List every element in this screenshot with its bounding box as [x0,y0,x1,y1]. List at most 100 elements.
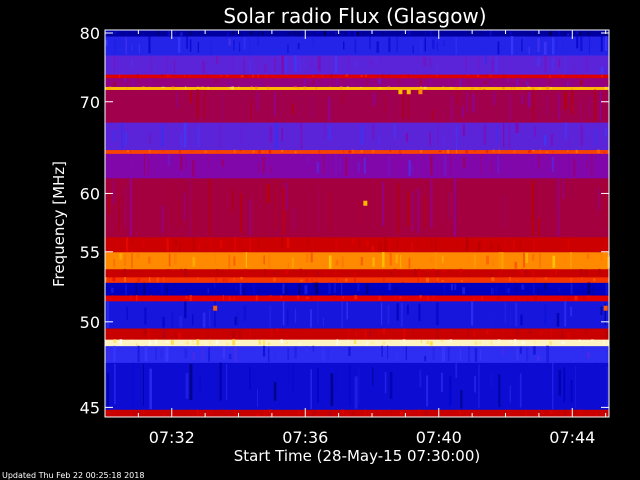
texture-streak [225,278,228,283]
texture-streak [442,86,444,90]
texture-streak [573,159,576,178]
texture-streak [274,352,276,360]
texture-streak [221,87,224,89]
texture-streak [161,86,165,88]
texture-streak [177,91,179,109]
texture-streak [287,309,289,325]
texture-streak [333,295,337,300]
texture-streak [412,330,415,338]
texture-streak [436,328,440,340]
texture-streak [299,95,302,122]
texture-streak [357,282,360,292]
texture-streak [165,346,169,362]
x-axis: 07:32 07:36 07:40 07:44 [137,30,607,447]
texture-streak [322,277,325,282]
texture-streak [430,341,433,346]
texture-streak [168,253,171,267]
texture-streak [533,283,535,295]
texture-streak [592,238,595,246]
texture-streak [606,366,609,407]
texture-streak [136,252,140,260]
texture-streak [171,340,174,345]
texture-streak [177,37,181,53]
texture-streak [450,153,452,176]
texture-streak [300,279,304,282]
texture-streak [507,288,510,294]
texture-streak [442,136,445,150]
texture-streak [179,154,183,170]
texture-streak [249,238,251,252]
texture-streak [113,339,117,343]
texture-streak [172,271,174,276]
texture-streak [341,301,343,328]
texture-streak [136,123,138,149]
texture-streak [273,91,276,117]
texture-streak [537,355,540,362]
texture-streak [599,90,602,122]
texture-streak [402,339,406,346]
heatmap-band-11 [105,236,609,253]
texture-streak [603,151,606,154]
texture-streak [208,347,210,362]
texture-streak [358,239,361,250]
texture-streak [527,91,531,108]
texture-streak [173,59,176,73]
texture-streak [526,30,529,36]
texture-streak [183,77,185,83]
texture-streak [137,365,140,403]
texture-streak [605,283,608,295]
texture-streak [519,373,522,408]
texture-streak [371,33,375,36]
texture-streak [502,328,505,340]
texture-streak [509,385,511,404]
texture-streak [240,75,244,78]
texture-streak [312,282,316,289]
texture-streak [430,30,432,36]
texture-streak [365,74,367,78]
texture-streak [192,128,194,148]
texture-streak [465,58,467,71]
texture-streak [267,86,270,89]
texture-streak [216,87,218,89]
y-tick-label: 60 [80,184,100,203]
texture-streak [579,79,583,86]
texture-streak [132,160,135,171]
texture-streak [173,82,176,87]
texture-streak [233,40,235,51]
texture-streak [209,150,212,154]
texture-streak [537,57,540,66]
texture-streak [501,252,504,269]
texture-streak [324,124,326,139]
texture-streak [342,296,345,299]
texture-streak [221,409,224,413]
texture-streak [282,301,285,326]
texture-streak [257,92,259,112]
texture-streak [354,376,358,409]
texture-streak [345,102,349,118]
texture-streak [243,57,245,73]
texture-streak [294,330,297,339]
texture-streak [570,252,572,269]
texture-streak [497,41,500,55]
texture-streak [564,122,567,140]
texture-streak [447,347,450,362]
texture-streak [299,58,301,74]
texture-streak [549,78,551,84]
texture-streak [305,269,308,277]
texture-streak [216,150,219,153]
texture-streak [381,302,383,325]
texture-streak [204,150,208,153]
texture-streak [573,67,576,74]
texture-streak [270,164,272,174]
texture-streak [419,370,422,388]
texture-streak [510,36,514,55]
texture-streak [244,268,247,275]
texture-streak [486,330,489,335]
texture-streak [186,341,189,345]
texture-streak [525,269,528,276]
texture-streak [479,350,482,361]
texture-streak [148,36,151,54]
texture-streak [208,309,211,327]
texture-streak [521,38,523,52]
texture-streak [388,37,391,53]
